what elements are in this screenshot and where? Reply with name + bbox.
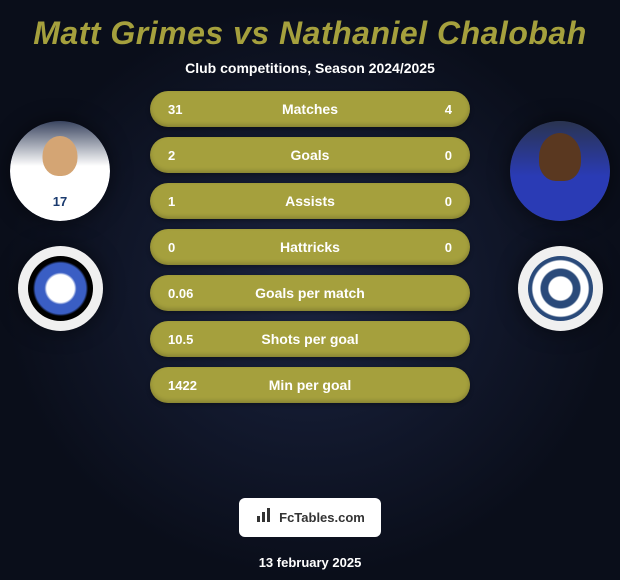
player2-column [510,91,610,331]
stat-row-min-per-goal: 1422 Min per goal [150,367,470,403]
stat-row-goals: 2 Goals 0 [150,137,470,173]
footer-brand-text: FcTables.com [279,510,365,525]
player1-face [10,121,110,221]
stat-label: Shots per goal [208,331,412,347]
stat-value-right: 0 [412,148,452,163]
stat-value-left: 10.5 [168,332,208,347]
player1-club-badge-inner [28,256,93,321]
chart-icon [255,506,273,529]
stats-column: 31 Matches 4 2 Goals 0 1 Assists 0 0 Hat… [135,91,485,403]
player2-avatar [510,121,610,221]
stat-label: Goals per match [208,285,412,301]
stat-row-assists: 1 Assists 0 [150,183,470,219]
stat-value-left: 0 [168,240,208,255]
stat-label: Matches [208,101,412,117]
footer-brand-badge: FcTables.com [239,498,381,537]
player2-club-badge [518,246,603,331]
main-area: 31 Matches 4 2 Goals 0 1 Assists 0 0 Hat… [0,91,620,483]
stat-value-left: 31 [168,102,208,117]
stat-value-left: 0.06 [168,286,208,301]
stat-value-right: 4 [412,102,452,117]
page-title: Matt Grimes vs Nathaniel Chalobah [33,15,587,52]
subtitle: Club competitions, Season 2024/2025 [185,60,435,76]
stat-row-shots-per-goal: 10.5 Shots per goal [150,321,470,357]
stat-label: Min per goal [208,377,412,393]
stat-row-hattricks: 0 Hattricks 0 [150,229,470,265]
comparison-card: Matt Grimes vs Nathaniel Chalobah Club c… [0,0,620,580]
stat-value-left: 1 [168,194,208,209]
stat-value-right: 0 [412,194,452,209]
footer-date: 13 february 2025 [259,555,362,570]
stat-value-left: 2 [168,148,208,163]
player1-avatar [10,121,110,221]
stat-row-goals-per-match: 0.06 Goals per match [150,275,470,311]
stat-value-right: 0 [412,240,452,255]
stat-label: Assists [208,193,412,209]
player2-face [510,121,610,221]
player2-club-badge-inner [528,256,593,321]
stat-value-left: 1422 [168,378,208,393]
stat-row-matches: 31 Matches 4 [150,91,470,127]
stat-label: Hattricks [208,239,412,255]
stat-label: Goals [208,147,412,163]
player1-club-badge [18,246,103,331]
player1-column [10,91,110,331]
